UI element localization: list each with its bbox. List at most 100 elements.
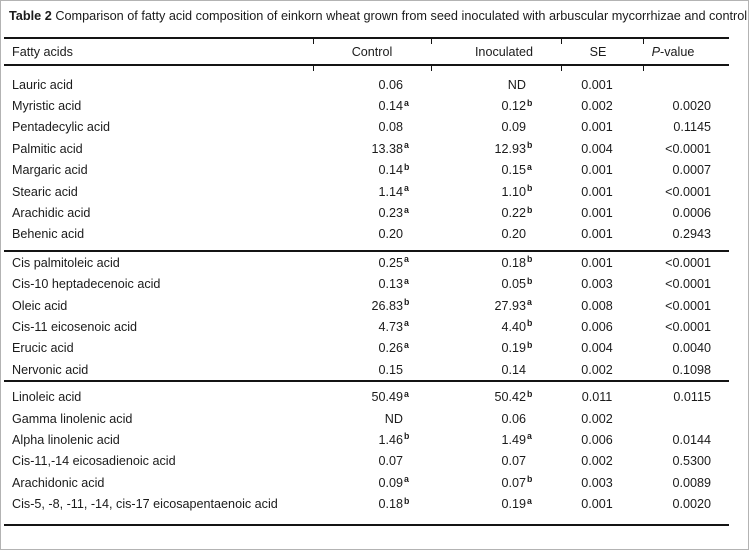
table-row: Myristic acid 0.14a 0.12b 0.002 0.0020 [4,95,729,116]
control-value: ND [384,411,403,426]
table-row: Lauric acid 0.06 ND 0.001 [4,65,729,96]
control-value-cell: 50.49a [313,381,431,407]
se-value: 0.001 [581,255,613,270]
fatty-acid-name: Palmitic acid [12,141,83,156]
fatty-acid-name: Gamma linolenic acid [12,411,133,426]
inoculated-significance-superscript: b [527,183,533,194]
table-caption-text: Comparison of fatty acid composition of … [55,9,748,23]
p-value-suffix: -value [660,44,695,59]
control-value-cell: 0.23a [313,202,431,223]
inoculated-value: 4.40 [501,319,526,334]
inoculated-value-cell: 0.22b [431,202,561,223]
p-value: <0.0001 [665,255,711,270]
inoculated-value: 0.06 [501,411,526,426]
se-value: 0.003 [581,475,613,490]
inoculated-significance-superscript: b [527,97,533,108]
fatty-acid-name: Cis palmitoleic acid [12,255,120,270]
table-row: Cis-5, -8, -11, -14, cis-17 eicosapentae… [4,493,729,524]
control-value: 0.08 [378,120,403,135]
control-significance-superscript: a [404,140,409,151]
inoculated-value: 0.19 [501,341,526,356]
inoculated-value-cell: ND [431,65,561,96]
table-row: Cis palmitoleic acid 0.25a 0.18b 0.001 <… [4,251,729,273]
control-value: 0.26 [378,341,403,356]
fatty-acid-name: Stearic acid [12,184,78,199]
table-caption: Table 2 Comparison of fatty acid composi… [4,8,749,25]
fatty-acid-name: Cis-11 eicosenoic acid [12,319,138,334]
se-value: 0.003 [581,277,613,292]
fatty-acid-group-monounsaturated: Cis palmitoleic acid 0.25a 0.18b 0.001 <… [4,251,729,382]
fatty-acid-name: Arachidonic acid [12,475,105,490]
control-value-cell: 0.07 [313,451,431,472]
p-value: 0.5300 [672,454,711,469]
control-value-cell: 1.14a [313,181,431,202]
control-value-cell: 0.15 [313,359,431,381]
control-significance-superscript: a [404,204,409,215]
table-row: Arachidonic acid 0.09a 0.07b 0.003 0.008… [4,472,729,493]
inoculated-significance-superscript: b [527,339,533,350]
fatty-acid-name: Oleic acid [12,298,68,313]
fatty-acid-table: Fatty acids Control Inoculated SE P-valu… [4,37,729,526]
table-row: Cis-11 eicosenoic acid 4.73a 4.40b 0.006… [4,316,729,337]
table-row: Nervonic acid 0.15 0.14 0.002 0.1098 [4,359,729,381]
p-value: 0.0115 [673,390,711,405]
p-value-italic-p: P [651,44,661,59]
control-significance-superscript: a [404,318,409,329]
inoculated-significance-superscript: a [527,495,532,506]
control-significance-superscript: a [404,97,409,108]
table-figure: Table 2 Comparison of fatty acid composi… [4,8,748,526]
p-value: 0.0007 [672,163,711,178]
control-significance-superscript: a [404,275,409,286]
inoculated-value: 1.49 [501,432,526,447]
inoculated-value-cell: 12.93b [431,138,561,159]
inoculated-value-cell: 27.93a [431,295,561,316]
se-value: 0.008 [581,298,613,313]
inoculated-value: 1.10 [501,184,526,199]
se-value: 0.002 [581,99,613,114]
inoculated-significance-superscript: a [527,161,532,172]
p-value: <0.0001 [665,141,711,156]
control-value-cell: ND [313,408,431,429]
se-value: 0.006 [581,319,613,334]
control-value-cell: 26.83b [313,295,431,316]
inoculated-value: 0.14 [501,362,526,377]
control-value: 0.14 [378,99,403,114]
table-row: Alpha linolenic acid 1.46b 1.49a 0.006 0… [4,429,729,450]
se-value: 0.001 [581,120,613,135]
inoculated-value-cell: 0.07 [431,451,561,472]
se-value: 0.004 [581,141,613,156]
p-value [643,65,729,96]
control-value-cell: 0.26a [313,338,431,359]
control-value-cell: 0.09a [313,472,431,493]
control-value-cell: 0.20 [313,224,431,251]
control-significance-superscript: a [404,339,409,350]
control-value: 0.15 [378,362,403,377]
control-value: 0.13 [378,277,403,292]
inoculated-value: 0.07 [501,454,526,469]
p-value: <0.0001 [665,319,711,334]
p-value: 0.0020 [672,99,711,114]
inoculated-value: 0.07 [501,475,526,490]
col-header-p-value: P-value [643,37,729,66]
inoculated-value-cell: 4.40b [431,316,561,337]
inoculated-value: 0.12 [501,99,526,114]
fatty-acid-name: Cis-11,-14 eicosadienoic acid [12,454,176,469]
control-value-cell: 0.18b [313,493,431,524]
control-value-cell: 13.38a [313,138,431,159]
table-row: Margaric acid 0.14b 0.15a 0.001 0.0007 [4,160,729,181]
se-value: 0.011 [581,390,613,405]
control-significance-superscript: a [404,254,409,265]
se-value: 0.002 [581,411,613,426]
inoculated-value: 0.09 [501,120,526,135]
se-value: 0.006 [581,432,613,447]
control-value: 0.07 [378,454,403,469]
control-value: 0.25 [378,255,403,270]
fatty-acid-group-polyunsaturated: Linoleic acid 50.49a 50.42b 0.011 0.0115… [4,381,729,525]
p-value: 0.2943 [672,227,711,242]
inoculated-significance-superscript: b [527,254,533,265]
control-value-cell: 0.13a [313,274,431,295]
table-row: Stearic acid 1.14a 1.10b 0.001 <0.0001 [4,181,729,202]
fatty-acid-name: Nervonic acid [12,362,89,377]
fatty-acid-name: Cis-10 heptadecenoic acid [12,277,161,292]
inoculated-value-cell: 0.14 [431,359,561,381]
